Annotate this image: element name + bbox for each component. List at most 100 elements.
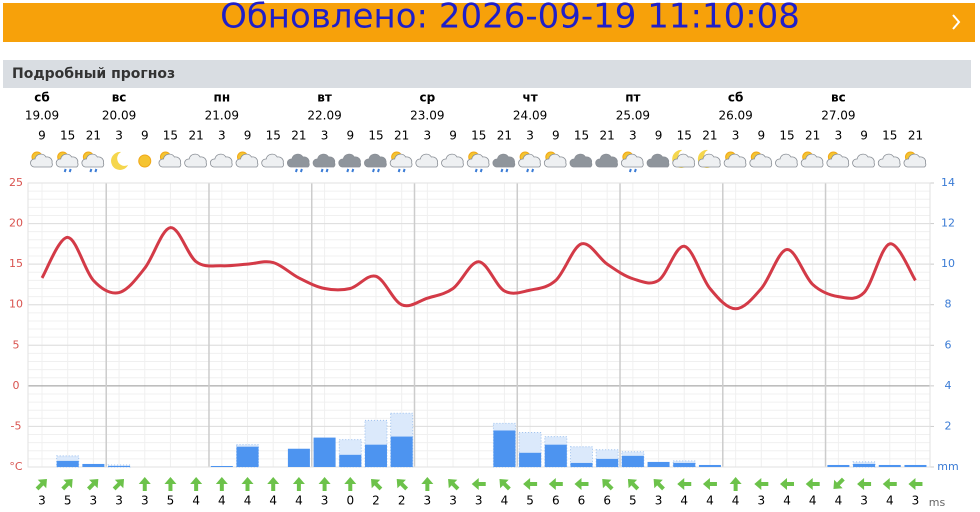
day-date: 19.09 — [25, 109, 59, 123]
y-tick-label: 5 — [13, 338, 20, 351]
hour-label: 21 — [908, 129, 923, 143]
hour-label: 15 — [60, 129, 75, 143]
hour-label: 15 — [882, 129, 897, 143]
weather-icon — [287, 153, 310, 173]
cloud — [723, 153, 747, 168]
cloud — [543, 153, 567, 168]
weather-icon — [697, 149, 721, 168]
weather-icon — [261, 153, 284, 168]
wind-arrow — [215, 477, 228, 491]
hour-label: 15 — [471, 129, 486, 143]
wind-arrow — [857, 478, 872, 490]
y-tick-label: 20 — [9, 217, 23, 230]
hour-label: 15 — [574, 129, 589, 143]
weather-icon — [389, 151, 413, 173]
wind-arrow — [371, 479, 383, 491]
cloud — [364, 153, 387, 168]
plot-frame — [27, 182, 931, 468]
wind-speed: 4 — [680, 494, 688, 508]
weather-icon — [466, 151, 490, 173]
wind-speed: 0 — [346, 494, 354, 508]
wind-arrow — [653, 479, 665, 491]
rain — [320, 168, 329, 173]
cloud — [800, 153, 824, 168]
weather-icon — [800, 151, 824, 168]
wind-arrow — [908, 478, 923, 490]
rain — [500, 168, 509, 173]
wind-arrow — [267, 477, 280, 491]
precip-bar — [673, 462, 696, 467]
day-date: 22.09 — [307, 109, 341, 123]
wind-speed: 3 — [115, 494, 123, 508]
precip-bar — [698, 464, 721, 467]
weather-icon — [364, 153, 387, 173]
cloud — [338, 153, 362, 168]
cloud — [30, 153, 53, 168]
wind-arrow — [754, 478, 769, 490]
y2-tick-label: 2 — [945, 419, 952, 432]
wind-arrow — [833, 477, 845, 489]
hour-label: 21 — [86, 129, 101, 143]
day-name: вт — [317, 91, 332, 105]
chevron[interactable] — [952, 14, 961, 30]
wind-speed: 4 — [218, 494, 226, 508]
y-tick-label: 15 — [9, 257, 23, 270]
cloud — [903, 153, 927, 168]
wind-speed: 3 — [475, 494, 483, 508]
wind-arrow — [471, 478, 486, 490]
precip-bar — [493, 430, 516, 467]
rain — [474, 168, 483, 173]
banner[interactable] — [3, 3, 975, 42]
y2-tick-label: mm — [937, 460, 958, 473]
wind-speed: 3 — [321, 494, 329, 508]
hour-label: 9 — [757, 129, 765, 143]
day-name: чт — [523, 91, 538, 105]
rain — [346, 168, 355, 173]
cloud — [620, 153, 644, 168]
hour-label: 15 — [677, 129, 692, 143]
wind-unit: ms — [929, 496, 946, 508]
wind-arrow — [602, 479, 614, 491]
weather-icon — [672, 149, 696, 168]
precip-bar — [878, 464, 901, 467]
wind-speed: 4 — [809, 494, 817, 508]
banner-text: Обновлено: 2026-09-19 11:10:08 — [220, 0, 800, 37]
rain — [294, 168, 303, 173]
wind-speed: 3 — [90, 494, 98, 508]
y-tick-label: 25 — [9, 176, 23, 189]
wind-speed: 5 — [167, 494, 175, 508]
weather-icon — [826, 151, 850, 168]
hour-label: 9 — [141, 129, 149, 143]
temperature-line — [40, 226, 917, 311]
wind-arrow — [882, 478, 897, 490]
y-tick-label: 10 — [9, 298, 23, 311]
wind-speed: 5 — [629, 494, 637, 508]
precip-bar — [647, 461, 670, 467]
wind-speed: 4 — [295, 494, 303, 508]
precip-bar — [339, 454, 362, 467]
hour-label: 3 — [526, 129, 534, 143]
wind-speed: 2 — [398, 494, 406, 508]
weather-icon — [338, 153, 362, 173]
wind-speed: 4 — [835, 494, 843, 508]
weather-icon — [55, 151, 79, 173]
wind-arrow — [421, 477, 434, 491]
weather-icon — [903, 151, 927, 168]
cloud — [81, 153, 105, 168]
weather-icon — [518, 151, 541, 173]
hour-label: 9 — [860, 129, 868, 143]
hour-label: 21 — [394, 129, 409, 143]
cloud — [158, 153, 182, 168]
weather-icon — [877, 153, 901, 168]
day-date: 26.09 — [718, 109, 752, 123]
weather-icon — [158, 151, 182, 168]
precip-bar — [236, 446, 259, 467]
hour-label: 3 — [321, 129, 329, 143]
weather-icon — [30, 151, 53, 168]
cloud — [852, 153, 875, 168]
wind-arrow — [627, 479, 640, 491]
hour-label: 3 — [835, 129, 843, 143]
wind-speed: 3 — [860, 494, 868, 508]
wind-speed: 5 — [526, 494, 534, 508]
